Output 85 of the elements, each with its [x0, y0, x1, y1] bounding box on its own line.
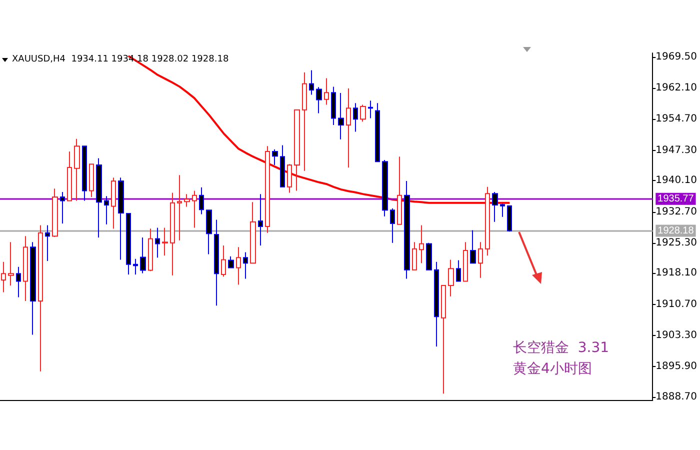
candlestick [206, 209, 212, 255]
candlestick [67, 151, 72, 202]
annotation: 黄金4小时图 [513, 361, 592, 377]
candlestick [199, 186, 204, 215]
y-tick-label: 1910.70 [656, 298, 698, 310]
ref-line-label: 1928.18 [658, 225, 694, 236]
candlestick [272, 148, 278, 166]
candlestick [133, 258, 138, 276]
candlestick [30, 242, 36, 336]
candlestick [140, 236, 146, 274]
candlestick [118, 177, 124, 260]
candlestick [192, 190, 197, 228]
candlestick [382, 159, 388, 217]
y-tick-label: 1940.10 [656, 175, 698, 186]
candlestick [507, 205, 512, 232]
candlestick [184, 194, 190, 208]
y-tick-label: 1903.30 [656, 330, 698, 342]
y-tick-label: 1962.10 [656, 82, 698, 94]
candlestick [287, 164, 292, 194]
y-tick-label: 1969.50 [656, 51, 698, 62]
candlestick [16, 266, 21, 298]
candlestick [96, 158, 102, 238]
candlestick [148, 228, 153, 272]
candlestick [434, 261, 439, 348]
candlestick [170, 192, 175, 276]
candlestick [177, 174, 182, 241]
candlestick [470, 230, 476, 264]
candlestick [368, 100, 373, 119]
candlestick [397, 156, 402, 225]
candlestick [155, 227, 160, 258]
candlestick [221, 244, 226, 278]
candlestick [492, 191, 498, 222]
candlestick [243, 252, 248, 280]
candlestick [82, 146, 87, 202]
candlestick [463, 242, 468, 282]
candlestick [390, 208, 395, 244]
candlestick [500, 203, 505, 218]
candlestick [375, 102, 380, 162]
candlestick [302, 72, 307, 172]
y-tick-label: 1925.30 [656, 237, 698, 248]
candlestick [294, 108, 300, 192]
candlestick [8, 242, 14, 286]
candlestick [104, 196, 109, 225]
candlestick [448, 259, 454, 297]
candlestick [258, 194, 263, 246]
candlestick [316, 86, 322, 114]
candlestick [89, 164, 94, 198]
y-tick-label: 1918.10 [656, 268, 698, 279]
candlestick [236, 246, 241, 286]
annotation: 长空猎金 3.31 [513, 340, 610, 356]
y-tick-label: 1932.70 [656, 206, 698, 218]
candlestick [228, 256, 234, 268]
candlestick [338, 92, 344, 140]
candlestick [214, 219, 219, 306]
candlestick [456, 260, 461, 282]
candlestick [111, 177, 116, 230]
candlestick [250, 202, 256, 264]
candlestick [38, 224, 43, 372]
candlestick [309, 70, 314, 96]
candlestick [360, 104, 366, 122]
candlestick [74, 138, 80, 202]
candlestick [52, 188, 58, 238]
candlestick [346, 88, 351, 168]
candlestick [60, 191, 65, 224]
candlestick [478, 242, 483, 278]
candlestick [331, 86, 336, 126]
y-tick-label: 1895.90 [656, 361, 698, 372]
candlestick [23, 236, 28, 302]
ref-line-label: 1935.77 [658, 193, 694, 204]
y-tick-label: 1888.70 [656, 392, 698, 403]
candlestick [404, 180, 410, 280]
candlestick [426, 242, 432, 271]
candlestick [265, 146, 270, 234]
candlestick [419, 224, 424, 264]
candlestick [280, 144, 285, 188]
candlestick [353, 102, 358, 132]
y-tick-label: 1954.70 [656, 114, 698, 125]
candlestick [412, 242, 417, 270]
candlestick [126, 212, 131, 276]
candlestick [324, 78, 329, 106]
candlestick [485, 186, 490, 256]
candlestick [162, 227, 168, 256]
candlestick [45, 224, 50, 262]
y-tick-label: 1947.30 [656, 144, 698, 156]
candlestick [441, 284, 446, 394]
